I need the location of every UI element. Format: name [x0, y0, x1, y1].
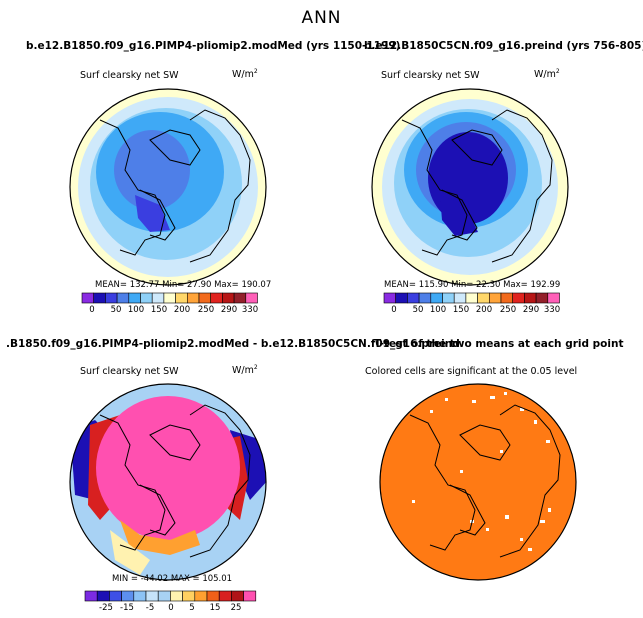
map1-coast-north-america	[99, 119, 166, 256]
panel1-stats: MEAN= 132.77 Min= 27.90 Max= 190.07	[95, 280, 272, 290]
map3-band-pink	[96, 396, 240, 540]
map3-band-orange	[120, 520, 200, 555]
cb2-tick: 250	[499, 305, 517, 315]
map2-coast-eurasia	[491, 109, 553, 263]
panel3-title: .B1850.f09_g16.PIMP4-pliomip2.modMed - b…	[6, 338, 460, 350]
map3-coast-greenland	[139, 484, 176, 536]
panel2-variable: Surf clearsky net SW	[381, 70, 480, 81]
map2-coast-arctic-islands	[451, 129, 503, 166]
cb3-tick: 15	[209, 603, 221, 613]
map3-band-yellow	[110, 530, 150, 575]
map3-coast-arctic-islands	[149, 424, 201, 461]
cb1-tick: 50	[110, 305, 122, 315]
cb2-tick: 100	[429, 305, 447, 315]
map3-coast-north-america	[99, 414, 166, 551]
map2-coast-greenland	[441, 189, 478, 241]
cb3-tick: -15	[120, 603, 134, 613]
cb2-tick: 0	[391, 305, 397, 315]
cb2-tick: 290	[522, 305, 540, 315]
map2-boundary	[371, 88, 569, 286]
map1-greenland-dark	[135, 195, 170, 232]
cb2-tick: 150	[452, 305, 470, 315]
cb3-tick: 25	[230, 603, 242, 613]
figure-title: ANN	[301, 8, 342, 28]
cb1-tick: 290	[220, 305, 238, 315]
panel3-variable: Surf clearsky net SW	[80, 366, 179, 377]
panel2-title: b.e12.B1850C5CN.f09_g16.preind (yrs 756-…	[364, 40, 643, 52]
map2-greenland-dark	[440, 195, 478, 236]
cb3-tick: -5	[145, 603, 155, 613]
panel4-subtitle: Colored cells are significant at the 0.0…	[365, 366, 578, 377]
panel1-units: W/m2	[232, 68, 258, 81]
map4-coast-arctic-islands	[459, 424, 511, 461]
panel3-stats: MIN = -44.02 MAX = 105.01	[112, 574, 233, 584]
map1-coast-eurasia	[189, 109, 251, 263]
map1-coast-greenland	[139, 189, 176, 241]
map3-boundary	[69, 383, 267, 581]
map4-boundary	[379, 383, 577, 581]
cb2-tick: 330	[543, 305, 561, 315]
cb1-tick: 330	[241, 305, 259, 315]
cb1-tick: 150	[150, 305, 168, 315]
panel2-units: W/m2	[534, 68, 560, 81]
map1-boundary	[69, 88, 267, 286]
cb3-tick: 0	[168, 603, 174, 613]
panel4-title: T-test of the two means at each grid poi…	[374, 338, 624, 350]
cb2-tick: 200	[475, 305, 493, 315]
map4-coast-greenland	[449, 484, 486, 536]
map4-coast-north-america	[409, 414, 476, 551]
cb3-tick: -25	[99, 603, 113, 613]
cb2-tick: 50	[412, 305, 424, 315]
map4-significance	[380, 384, 576, 580]
map2-coast-north-america	[401, 119, 468, 256]
map4-coast-eurasia	[499, 404, 561, 558]
panel3-units: W/m2	[232, 364, 258, 377]
colorbar-swatch	[547, 292, 560, 304]
cb1-tick: 250	[197, 305, 215, 315]
cb3-tick: 5	[189, 603, 195, 613]
panel2-stats: MEAN= 115.90 Min= 22.30 Max= 192.99	[384, 280, 561, 290]
panel1-title: b.e12.B1850.f09_g16.PIMP4-pliomip2.modMe…	[26, 40, 401, 52]
cb1-tick: 200	[173, 305, 191, 315]
panel1-variable: Surf clearsky net SW	[80, 70, 179, 81]
cb1-tick: 0	[89, 305, 95, 315]
map3-coast-eurasia	[189, 404, 251, 558]
map1-coast-arctic-islands	[149, 129, 201, 166]
cb1-tick: 100	[127, 305, 145, 315]
colorbar-swatch	[243, 590, 257, 602]
colorbar-swatch	[245, 292, 258, 304]
map1-band-steel	[114, 130, 190, 210]
